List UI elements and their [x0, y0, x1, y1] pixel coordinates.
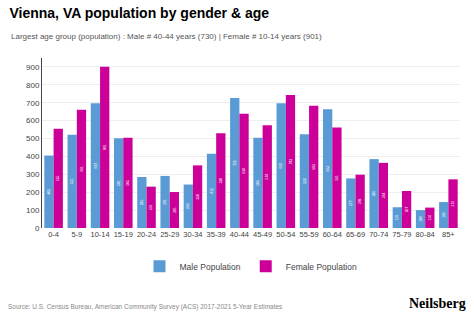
svg-text:364: 364 [382, 193, 386, 199]
svg-text:505: 505 [256, 180, 260, 186]
svg-text:298: 298 [358, 198, 362, 204]
svg-text:574: 574 [265, 174, 269, 180]
svg-text:277: 277 [349, 200, 353, 206]
svg-text:60-64: 60-64 [323, 230, 342, 239]
svg-text:700: 700 [26, 99, 40, 108]
svg-text:20-24: 20-24 [137, 230, 156, 239]
svg-text:65-69: 65-69 [346, 230, 365, 239]
svg-text:500: 500 [26, 134, 40, 143]
svg-text:697: 697 [94, 163, 98, 169]
svg-text:25-29: 25-29 [160, 230, 179, 239]
svg-text:524: 524 [303, 178, 307, 184]
svg-text:5-9: 5-9 [71, 230, 82, 239]
svg-text:405: 405 [47, 189, 51, 195]
svg-text:Largest age group (population): Largest age group (population) : Male # … [11, 32, 322, 41]
svg-text:201: 201 [173, 207, 177, 213]
svg-text:243: 243 [186, 203, 190, 209]
svg-text:Vienna, VA population by gende: Vienna, VA population by gender & age [9, 5, 269, 21]
svg-text:697: 697 [279, 163, 283, 169]
svg-text:116: 116 [395, 215, 399, 220]
svg-text:900: 900 [26, 63, 40, 72]
svg-text:40-44: 40-44 [230, 230, 249, 239]
svg-text:114: 114 [428, 215, 432, 220]
svg-text:501: 501 [117, 180, 121, 186]
svg-text:415: 415 [210, 188, 214, 194]
svg-text:70-74: 70-74 [369, 230, 388, 239]
svg-text:0: 0 [35, 224, 40, 233]
svg-text:207: 207 [405, 207, 409, 213]
svg-text:145: 145 [442, 212, 446, 218]
svg-text:663: 663 [326, 166, 330, 172]
svg-text:30-34: 30-34 [183, 230, 202, 239]
svg-text:285: 285 [140, 200, 144, 206]
svg-text:521: 521 [70, 179, 74, 185]
svg-text:Source: U.S. Census Bureau, Am: Source: U.S. Census Bureau, American Com… [8, 303, 283, 311]
svg-text:300: 300 [26, 170, 40, 179]
svg-text:272: 272 [451, 201, 455, 207]
svg-text:45-49: 45-49 [253, 230, 272, 239]
svg-text:291: 291 [163, 199, 167, 205]
svg-text:10-14: 10-14 [90, 230, 109, 239]
svg-text:743: 743 [289, 159, 293, 165]
svg-text:901: 901 [103, 145, 107, 151]
svg-text:600: 600 [26, 116, 40, 125]
svg-text:555: 555 [56, 175, 60, 181]
svg-text:50-54: 50-54 [276, 230, 295, 239]
svg-text:683: 683 [312, 164, 316, 170]
svg-text:15-19: 15-19 [114, 230, 133, 239]
svg-text:85+: 85+ [442, 230, 455, 239]
svg-text:Female Population: Female Population [286, 262, 357, 272]
svg-text:Neilsberg: Neilsberg [409, 296, 466, 311]
svg-text:0-4: 0-4 [48, 230, 59, 239]
svg-text:350: 350 [196, 194, 200, 200]
svg-text:35-39: 35-39 [207, 230, 226, 239]
svg-text:530: 530 [219, 178, 223, 184]
svg-text:400: 400 [26, 152, 40, 161]
svg-text:505: 505 [126, 180, 130, 186]
svg-text:Male Population: Male Population [180, 262, 241, 272]
svg-text:661: 661 [80, 166, 84, 172]
svg-text:100: 100 [419, 216, 423, 222]
svg-text:385: 385 [372, 191, 376, 197]
svg-text:638: 638 [242, 168, 246, 174]
svg-text:726: 726 [233, 160, 237, 166]
svg-text:100: 100 [26, 206, 40, 215]
svg-text:800: 800 [26, 81, 40, 90]
svg-text:561: 561 [335, 175, 339, 181]
svg-text:75-79: 75-79 [392, 230, 411, 239]
svg-text:231: 231 [149, 204, 153, 210]
svg-text:80-84: 80-84 [416, 230, 435, 239]
svg-text:55-59: 55-59 [299, 230, 318, 239]
svg-text:200: 200 [26, 188, 40, 197]
